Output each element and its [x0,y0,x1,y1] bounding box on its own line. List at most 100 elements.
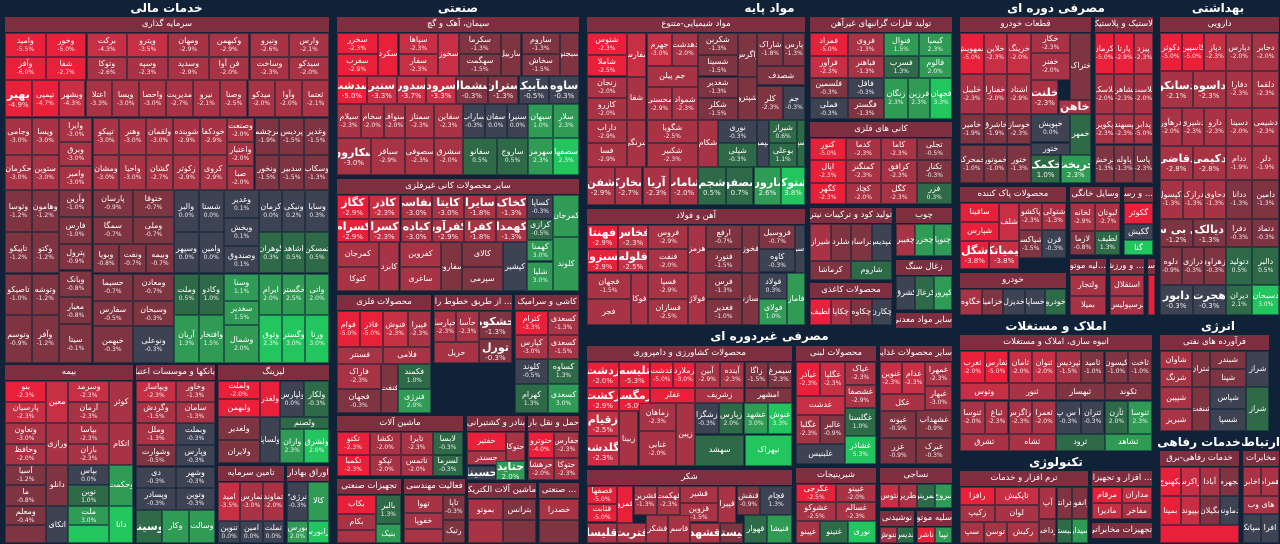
stock-tile[interactable]: درهآور -2.0% [1160,108,1182,146]
industry-group-title[interactable]: دارویی [1160,17,1279,32]
stock-tile[interactable] [1160,525,1239,543]
stock-tile[interactable]: حریل [434,342,479,363]
stock-tile[interactable]: لبوتان -2.7% [1095,203,1120,232]
stock-tile[interactable]: کسرام-2.9% [337,218,369,243]
stock-tile[interactable]: قهوار [743,514,768,543]
industry-group-title[interactable]: سایر محصولات غذایی [880,346,952,361]
stock-tile[interactable] [1148,275,1155,315]
stock-tile[interactable]: اپال -2.3% [810,160,846,183]
stock-tile[interactable]: سلار 2.3% [553,104,579,138]
stock-tile[interactable]: شگویا -2.5% [646,119,698,144]
stock-tile[interactable]: سفار -2.3% [398,54,439,76]
industry-group-title[interactable]: نوشیدنی [880,511,914,526]
stock-tile[interactable]: فنفت -2.0% [648,248,688,273]
stock-tile[interactable]: مرقام [1092,487,1122,503]
stock-tile[interactable]: ثنور [1008,383,1056,401]
stock-tile[interactable]: معین [46,381,69,424]
stock-tile[interactable]: غگلستا 1.0% [844,407,876,436]
stock-tile[interactable]: زملارد -3.0% [673,362,695,388]
stock-tile[interactable]: فرآور -2.3% [810,56,848,78]
stock-tile[interactable]: های وب [1243,496,1279,514]
stock-tile[interactable]: دفرا -0.3% [1225,219,1253,248]
stock-tile[interactable]: سفانو 0.5% [463,137,497,175]
stock-tile[interactable]: شصفها0.7% [725,167,754,205]
stock-tile[interactable]: وهنر -3.0% [119,117,147,156]
stock-tile[interactable]: غپینو -2.0% [836,484,876,503]
industry-group-title[interactable]: ماشین آلات [337,416,463,431]
stock-tile[interactable]: ویسا -3.0% [112,79,140,118]
stock-tile[interactable]: ستران-1.3% [487,75,519,104]
stock-tile[interactable]: شکبیر -2.3% [646,143,698,167]
stock-tile[interactable]: دسینا -2.0% [1225,108,1253,146]
stock-tile[interactable]: کسعدی 3.0% [548,384,579,413]
industry-group-title[interactable]: حمل و نقل بار زمینی [528,416,579,431]
stock-tile[interactable]: نپیا [935,527,952,543]
stock-tile[interactable]: اخابر [1243,467,1261,497]
stock-tile[interactable]: حآسا -2.3% [456,311,479,343]
stock-tile[interactable]: حسیما -0.7% [92,273,134,302]
stock-tile[interactable]: سامان -1.3% [176,401,215,424]
stock-tile[interactable]: شپاکسا -1.5% [1018,229,1043,258]
stock-tile[interactable]: شاراک -1.8% [757,33,784,66]
stock-tile[interactable]: فسرب 1.3% [884,56,919,78]
stock-tile[interactable] [5,525,47,543]
stock-tile[interactable]: ثشرق [960,433,1009,451]
stock-tile[interactable]: لطیف [810,299,831,325]
stock-tile[interactable]: دماوند [1219,496,1239,526]
stock-tile[interactable]: بازان -2.3% [68,444,110,465]
stock-tile[interactable]: شبندر [1210,351,1247,369]
stock-tile[interactable]: ثامید -1.0% [1080,351,1105,384]
stock-tile[interactable]: شبریز [1160,409,1193,431]
stock-tile[interactable]: کرمان 0.0% [259,190,283,232]
stock-tile[interactable]: حکرمان -3.0% [5,155,32,191]
stock-tile[interactable]: بکام [337,513,376,530]
stock-tile[interactable]: ثتران -0.3% [1080,400,1105,434]
stock-tile[interactable]: ساروج 0.5% [496,137,529,175]
stock-tile[interactable]: کچاد -2.0% [845,182,881,204]
stock-tile[interactable]: دشیری -2.3% [1181,108,1205,146]
stock-tile[interactable]: سصوفی -2.3% [405,137,435,175]
stock-tile[interactable]: فلسمین -0.3% [810,77,848,99]
stock-tile[interactable]: وسینا [136,509,163,543]
stock-tile[interactable]: دیران 2.1% [1225,284,1253,315]
stock-tile[interactable]: کسعدی -1.5% [548,334,579,359]
industry-group-title[interactable]: سرمایه گذاری [5,17,329,32]
stock-tile[interactable]: پلاسک -2.0% [1095,73,1115,114]
stock-tile[interactable]: فنفت [381,363,398,413]
stock-tile[interactable]: تاپیکو -1.2% [5,231,32,274]
stock-tile[interactable]: جم پیلن [646,65,698,88]
stock-tile[interactable]: پکرمان-5.0% [1095,33,1115,74]
stock-tile[interactable]: نوری -0.3% [717,119,758,144]
stock-tile[interactable]: غشوکو -2.5% [796,502,836,521]
stock-tile[interactable]: کترام -3.3% [515,311,548,335]
stock-tile[interactable]: غلبنیس [796,443,845,464]
stock-tile[interactable]: کیمیاتک-3.8% [989,240,1019,269]
stock-tile[interactable]: ولتجار [1070,275,1106,296]
stock-tile[interactable]: فن آوا -2.0% [208,56,250,80]
stock-tile[interactable]: سبجنو [560,33,579,76]
stock-tile[interactable]: چفیبر [896,224,916,256]
stock-tile[interactable]: دالبر 0.5% [1252,247,1279,285]
stock-tile[interactable]: قپیرا [717,486,737,523]
stock-tile[interactable]: مداران [1122,487,1152,503]
stock-tile[interactable]: ددانا -1.3% [1225,179,1253,220]
stock-tile[interactable]: امشهر [744,387,792,403]
stock-tile[interactable]: بورس 2.0% [287,520,308,543]
stock-tile[interactable]: وسالت [188,509,215,543]
stock-tile[interactable]: امید -3.5% [218,482,241,521]
stock-tile[interactable]: شاوان [1160,351,1193,369]
stock-tile[interactable]: کلوند -0.5% [515,358,548,385]
stock-tile[interactable]: ثپردیس -1.5% [1056,351,1081,384]
stock-tile[interactable]: خگستر 2.5% [282,273,306,316]
stock-tile[interactable]: دسانکو-2.1% [1160,70,1193,109]
stock-tile[interactable]: خرینگ -2.0% [1007,33,1031,74]
stock-tile[interactable]: کاوه -0.3% [759,248,796,273]
stock-tile[interactable]: ددام -1.9% [1225,145,1253,180]
stock-tile[interactable]: وتعاون -3.0% [5,423,47,444]
stock-tile[interactable]: بنو -2.3% [5,381,47,402]
industry-group-title[interactable]: تجهیزات صنعتی [337,479,401,494]
stock-tile[interactable]: وبانک -0.8% [58,270,93,298]
stock-tile[interactable]: کوثر [109,381,133,424]
stock-tile[interactable]: فروسیل -0.7% [759,225,796,249]
stock-tile[interactable]: نوری [847,520,876,543]
